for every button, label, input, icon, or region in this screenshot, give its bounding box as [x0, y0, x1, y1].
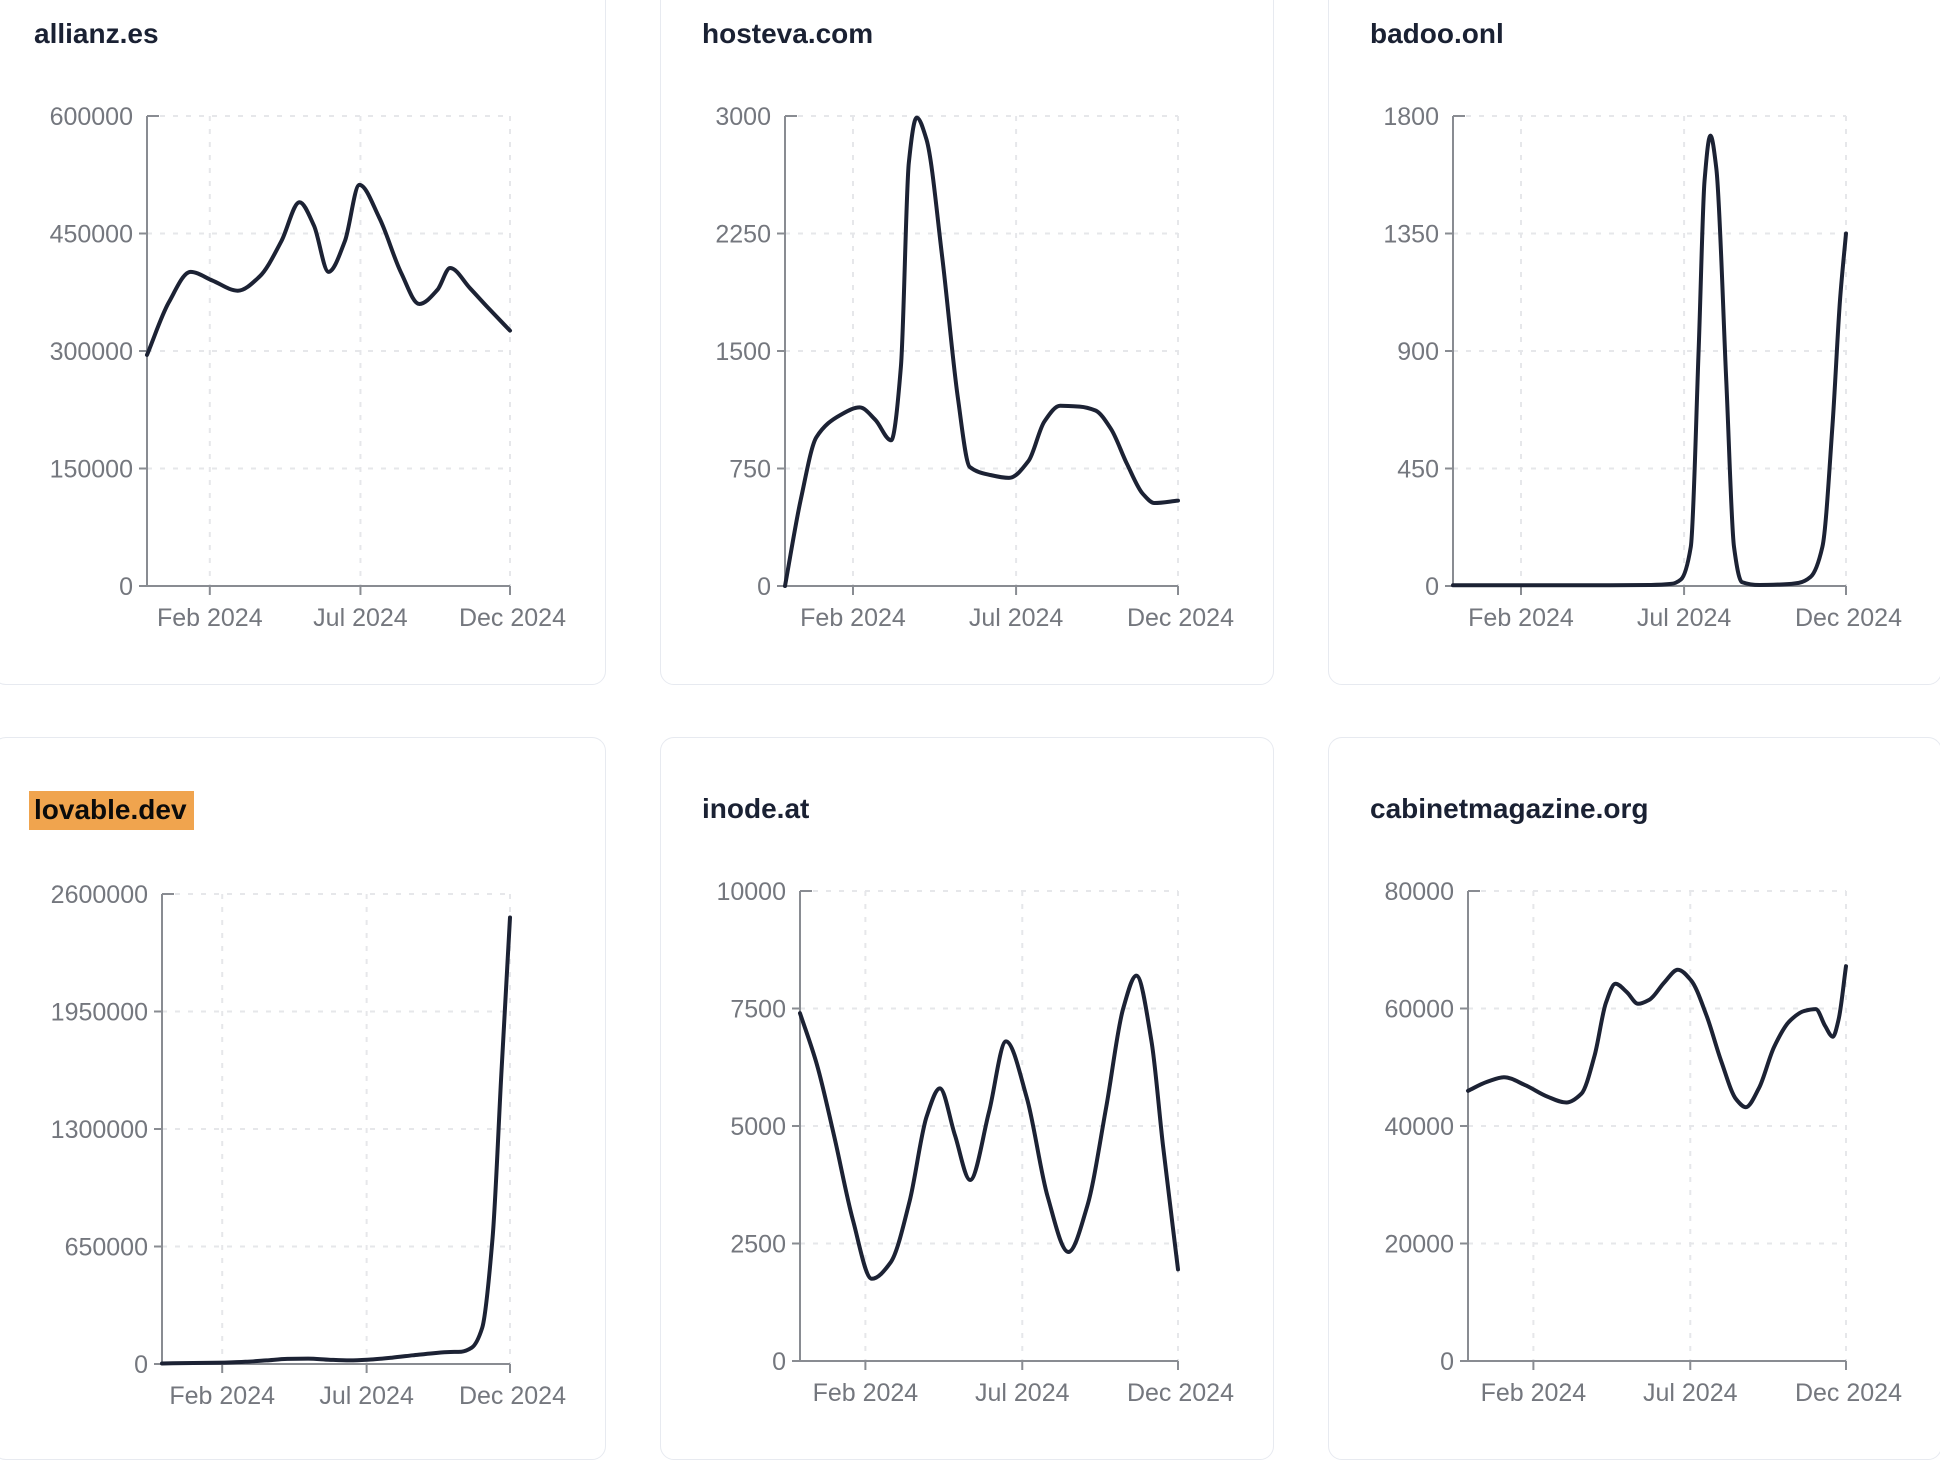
svg-text:0: 0: [757, 573, 771, 601]
svg-text:0: 0: [119, 573, 133, 601]
traffic-sparkline-chart: 0 2500 5000 7500 10000 Feb 2024 Jul 2024 Dec 20…: [716, 878, 1234, 1407]
svg-text:450: 450: [1397, 456, 1439, 484]
svg-text:Feb 2024: Feb 2024: [1468, 604, 1574, 632]
svg-text:60000: 60000: [1384, 996, 1454, 1024]
domain-title-highlighted: lovable.dev: [29, 791, 194, 830]
svg-text:Jul 2024: Jul 2024: [975, 1379, 1070, 1407]
svg-text:Dec 2024: Dec 2024: [459, 1382, 566, 1410]
svg-text:0: 0: [134, 1351, 148, 1379]
svg-text:Jul 2024: Jul 2024: [1643, 1379, 1738, 1407]
domain-title: inode.at: [702, 793, 810, 824]
svg-text:1950000: 1950000: [51, 999, 148, 1027]
svg-text:40000: 40000: [1384, 1113, 1454, 1141]
svg-text:1500: 1500: [715, 338, 771, 366]
domain-card: lovable.dev 0 650000 1300000 1950000 2600000…: [0, 737, 606, 1460]
svg-text:Jul 2024: Jul 2024: [969, 604, 1064, 632]
svg-text:Dec 2024: Dec 2024: [1795, 1379, 1902, 1407]
svg-text:Feb 2024: Feb 2024: [157, 604, 263, 632]
svg-text:Feb 2024: Feb 2024: [1481, 1379, 1587, 1407]
domain-card: cabinetmagazine.org 0 20000 40000 60000 8000…: [1328, 737, 1940, 1460]
svg-text:1300000: 1300000: [51, 1116, 148, 1144]
svg-text:300000: 300000: [50, 338, 133, 366]
domain-card: badoo.onl 0 450 900 1350 1800 Feb 2024 Jul 202…: [1328, 0, 1940, 685]
svg-text:2250: 2250: [715, 221, 771, 249]
domain-title: allianz.es: [34, 18, 159, 49]
domain-card: inode.at 0 2500 5000 7500 10000 Feb 2024 Jul 2…: [660, 737, 1274, 1460]
svg-text:1350: 1350: [1383, 221, 1439, 249]
svg-text:2500: 2500: [730, 1231, 786, 1259]
domain-title: hosteva.com: [702, 18, 874, 49]
svg-text:600000: 600000: [50, 103, 133, 131]
svg-text:0: 0: [1440, 1348, 1454, 1376]
domain-title: cabinetmagazine.org: [1370, 793, 1649, 824]
svg-text:3000: 3000: [715, 103, 771, 131]
svg-text:750: 750: [729, 456, 771, 484]
svg-text:0: 0: [772, 1348, 786, 1376]
traffic-sparkline-chart: 0 650000 1300000 1950000 2600000 Feb 2024 Jul …: [51, 881, 566, 1410]
svg-text:Dec 2024: Dec 2024: [459, 604, 566, 632]
svg-text:Dec 2024: Dec 2024: [1795, 604, 1902, 632]
svg-text:Dec 2024: Dec 2024: [1127, 1379, 1234, 1407]
svg-text:450000: 450000: [50, 221, 133, 249]
svg-text:Feb 2024: Feb 2024: [169, 1382, 275, 1410]
traffic-sparkline-chart: 0 450 900 1350 1800 Feb 2024 Jul 2024 Dec 2024: [1383, 103, 1902, 632]
svg-text:150000: 150000: [50, 456, 133, 484]
svg-text:2600000: 2600000: [51, 881, 148, 909]
svg-text:7500: 7500: [730, 996, 786, 1024]
svg-text:5000: 5000: [730, 1113, 786, 1141]
svg-text:80000: 80000: [1384, 878, 1454, 906]
svg-text:Feb 2024: Feb 2024: [813, 1379, 919, 1407]
domain-title: badoo.onl: [1370, 18, 1504, 49]
svg-text:1800: 1800: [1383, 103, 1439, 131]
svg-text:Dec 2024: Dec 2024: [1127, 604, 1234, 632]
svg-text:10000: 10000: [716, 878, 786, 906]
svg-text:Jul 2024: Jul 2024: [319, 1382, 414, 1410]
svg-text:0: 0: [1425, 573, 1439, 601]
svg-text:Jul 2024: Jul 2024: [1637, 604, 1732, 632]
traffic-sparkline-chart: 0 20000 40000 60000 80000 Feb 2024 Jul 2024 Dec…: [1384, 878, 1902, 1407]
svg-text:900: 900: [1397, 338, 1439, 366]
domain-card: allianz.es 0 150000 300000 450000 600000 Feb …: [0, 0, 606, 685]
traffic-sparkline-chart: 0 750 1500 2250 3000 Feb 2024 Jul 2024 Dec 2024: [715, 103, 1234, 632]
svg-text:Feb 2024: Feb 2024: [800, 604, 906, 632]
svg-text:20000: 20000: [1384, 1231, 1454, 1259]
svg-text:650000: 650000: [65, 1234, 148, 1262]
traffic-sparkline-chart: 0 150000 300000 450000 600000 Feb 2024 Jul 202…: [50, 103, 567, 632]
domain-card: hosteva.com 0 750 1500 2250 3000 Feb 2024 Jul …: [660, 0, 1274, 685]
svg-text:Jul 2024: Jul 2024: [313, 604, 408, 632]
